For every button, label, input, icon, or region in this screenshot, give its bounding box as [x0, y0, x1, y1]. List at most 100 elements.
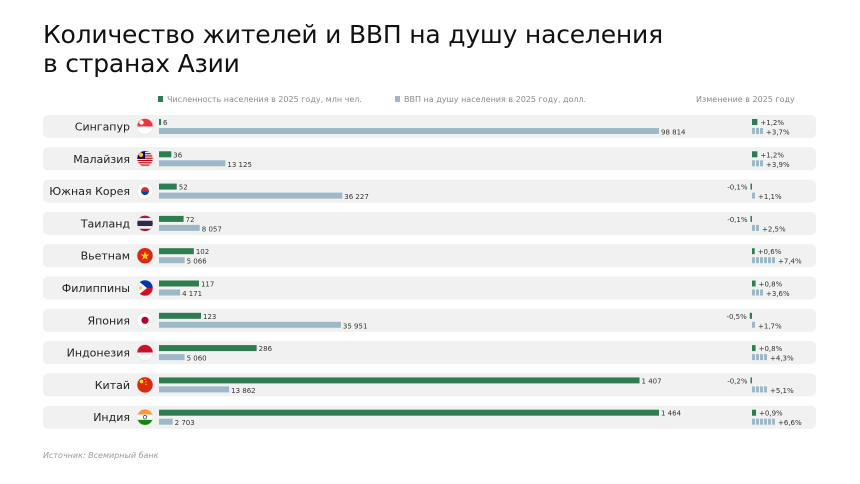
flag-part: [137, 164, 153, 166]
country-label: Китай: [95, 379, 130, 392]
gdp-label: 8 057: [202, 225, 222, 233]
gdp-change-label: +1,7%: [758, 322, 782, 330]
flag-part: [137, 126, 153, 135]
population-bar: [159, 248, 194, 255]
flag-outline: [136, 344, 154, 361]
population-change-bar: [752, 409, 757, 416]
gdp-label: 5 066: [187, 258, 208, 266]
flag-outline: [136, 182, 154, 200]
flag-part: [137, 352, 153, 361]
flag-part: [142, 415, 148, 420]
gdp-change-bar: [764, 418, 767, 425]
row-background: [43, 341, 816, 365]
population-bar: [159, 280, 199, 287]
flag-part: [137, 409, 153, 415]
population-bar: [159, 312, 202, 319]
gdp-change-bar: [768, 418, 771, 425]
population-change-label: -0,2%: [727, 377, 748, 385]
gdp-change-bar: [760, 128, 763, 134]
gdp-change-bar: [756, 160, 759, 167]
gdp-change-bar: [756, 257, 759, 264]
gdp-label: 13 862: [231, 387, 256, 395]
flag-outline: [136, 376, 154, 394]
flag-outline: [136, 312, 154, 329]
gdp-change-bar: [756, 128, 759, 134]
population-label: 286: [259, 345, 273, 353]
population-change-bar: [752, 345, 756, 352]
row-background: [43, 276, 816, 300]
thailand-flag-icon: [137, 215, 153, 232]
gdp-change-bar: [752, 257, 755, 264]
flag-part: [145, 383, 147, 386]
gdp-change-bar: [756, 386, 759, 393]
chart-title: Количество жителей и ВВП на душу населен…: [43, 20, 663, 78]
population-change-label: -0,1%: [727, 216, 748, 224]
country-label: Вьетнам: [81, 250, 130, 263]
china-flag-icon: [137, 376, 153, 393]
population-label: 117: [201, 281, 214, 289]
flag-part: [137, 419, 153, 426]
flag-part: [137, 159, 153, 162]
row-background: [43, 405, 816, 429]
population-change-label: +0,8%: [759, 281, 783, 289]
gdp-change-bar: [760, 160, 763, 167]
population-bar: [159, 151, 172, 158]
gdp-change-bar: [752, 192, 755, 199]
chart-row: Индонезия 286 5 060 +0,8% +4,3%: [43, 341, 816, 365]
gdp-change-label: +5,1%: [770, 387, 794, 395]
population-label: 72: [186, 216, 195, 224]
population-label: 1 464: [661, 410, 682, 418]
flag-outline: [136, 408, 154, 426]
flag-part: [137, 118, 153, 127]
gdp-change-bar: [756, 418, 759, 425]
gdp-change-bar: [764, 257, 767, 264]
vietnam-flag-icon: [137, 247, 153, 264]
gdp-change-bar: [752, 224, 755, 231]
gdp-bar: [159, 386, 230, 393]
population-bar: [159, 183, 177, 190]
gdp-change-bar: [768, 257, 771, 264]
population-bar: [159, 409, 659, 416]
flag-part: [137, 414, 153, 420]
population-bar: [159, 345, 257, 352]
flag-outline: [136, 118, 154, 135]
source-note: Источник: Всемирный банк: [43, 451, 159, 460]
flag-part: [140, 251, 150, 260]
gdp-change-bar: [772, 257, 775, 264]
chart-row: Индия 1 464 2 703 +0,9%+6,6%: [43, 405, 816, 429]
gdp-change-bar: [764, 354, 767, 361]
flag-outline: [136, 215, 154, 232]
gdp-change-bar: [772, 418, 775, 425]
population-change-bar: [750, 183, 752, 190]
gdp-change-bar: [760, 386, 763, 393]
gdp-label: 5 060: [187, 355, 207, 363]
row-background: [43, 179, 816, 203]
gdp-change-bar: [756, 224, 759, 231]
row-background: [43, 147, 816, 171]
legend-label-gdp: ВВП на душу населения в 2025 году, долл.: [404, 95, 587, 104]
legend-swatch-population: [158, 96, 163, 102]
row-background: [43, 308, 816, 332]
legend-item-gdp: ВВП на душу населения в 2025 году, долл.: [395, 95, 586, 104]
gdp-bar: [159, 354, 185, 361]
flag-part: [137, 280, 153, 288]
flag-outline: [136, 150, 154, 168]
chart-row: Япония 123 35 951 -0,5% +1,7%: [43, 308, 816, 332]
gdp-label: 2 703: [175, 419, 195, 427]
gdp-bar: [159, 257, 185, 264]
flag-part: [144, 378, 146, 381]
gdp-change-bar: [752, 386, 755, 393]
south-korea-flag-icon: [137, 183, 153, 200]
flag-part: [139, 286, 142, 290]
flag-part: [141, 187, 149, 192]
philippines-flag-icon: [137, 280, 153, 296]
country-label: Таиланд: [80, 217, 131, 230]
population-change-label: -0,5%: [726, 313, 747, 321]
country-label: Индия: [93, 411, 130, 424]
population-change-bar: [752, 280, 756, 287]
gdp-bar: [159, 128, 659, 134]
country-label: Сингапур: [75, 121, 130, 134]
gdp-change-label: +2,5%: [762, 225, 786, 233]
gdp-change-label: +1,1%: [758, 193, 782, 201]
population-change-bar: [752, 119, 758, 125]
